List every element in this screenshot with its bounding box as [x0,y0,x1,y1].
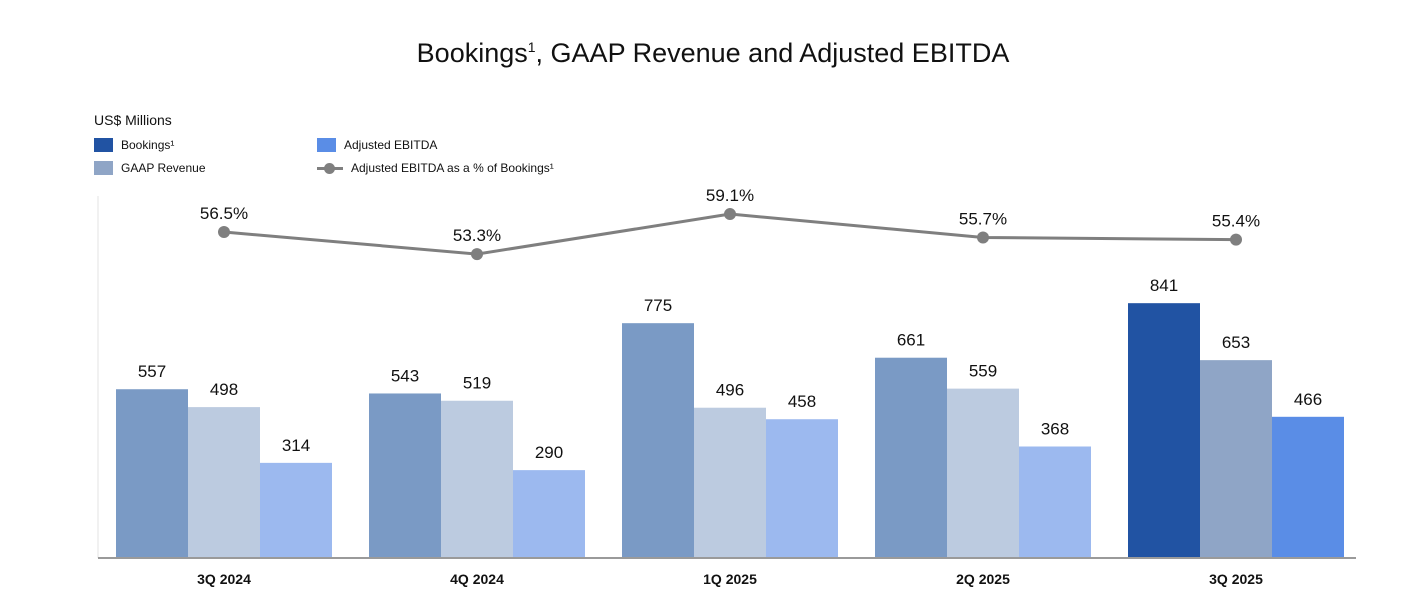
bar-value-label: 466 [1294,390,1322,409]
bar-value-label: 458 [788,392,816,411]
ebitda-margin-point [218,226,230,238]
bar-value-label: 498 [210,380,238,399]
legend-swatch-revenue [94,161,113,175]
legend-label: Bookings¹ [121,138,175,152]
bar-value-label: 290 [535,443,563,462]
legend-bookings: Bookings¹ [94,138,174,152]
bar-value-label: 557 [138,362,166,381]
legend-adjusted-ebitda: Adjusted EBITDA [317,138,437,152]
bar-value-label: 661 [897,331,925,350]
bar-bookings [1128,303,1200,558]
ebitda-margin-point [1230,233,1242,246]
bar-adjusted-ebitda [1272,416,1344,558]
legend-swatch-ebitda [317,138,336,152]
bar-gaap-revenue [188,407,260,558]
bar-value-label: 368 [1041,419,1069,438]
bar-gaap-revenue [441,400,513,558]
bar-gaap-revenue [694,407,766,558]
bar-adjusted-ebitda [766,419,838,558]
x-tick-label: 3Q 2025 [1209,571,1263,587]
bar-adjusted-ebitda [1019,446,1091,558]
legend-line-marker [317,161,343,175]
ebitda-margin-point [724,208,736,221]
bar-bookings [369,393,441,558]
bar-value-label: 543 [391,366,419,385]
ebitda-margin-point [471,248,483,261]
legend-ebitda-margin: Adjusted EBITDA as a % of Bookings¹ [317,161,554,175]
bar-value-label: 314 [282,436,310,455]
legend-label: Adjusted EBITDA as a % of Bookings¹ [351,161,554,175]
bar-adjusted-ebitda [260,462,332,558]
bar-bookings [622,323,694,558]
bar-gaap-revenue [947,388,1019,558]
x-tick-label: 3Q 2024 [197,571,251,587]
bar-value-label: 496 [716,381,744,400]
x-tick-label: 1Q 2025 [703,571,757,587]
bar-value-label: 841 [1150,276,1178,295]
ebitda-margin-point [977,231,989,244]
bar-bookings [875,357,947,558]
bar-value-label: 775 [644,296,672,315]
bar-value-label: 653 [1222,333,1250,352]
ebitda-margin-label: 55.4% [1212,212,1260,231]
bar-bookings [116,389,188,558]
units-label: US$ Millions [94,112,172,128]
bar-gaap-revenue [1200,360,1272,558]
legend-label: Adjusted EBITDA [344,138,438,152]
chart-title: Bookings1, GAAP Revenue and Adjusted EBI… [0,38,1426,69]
x-tick-label: 2Q 2025 [956,571,1010,587]
chart-title-text: Bookings1, GAAP Revenue and Adjusted EBI… [416,38,1010,68]
ebitda-margin-line [223,212,1237,256]
ebitda-margin-label: 55.7% [959,210,1007,229]
ebitda-margin-label: 59.1% [706,186,754,205]
legend-swatch-bookings [94,138,113,152]
bar-value-label: 559 [969,362,997,381]
bar-adjusted-ebitda [513,470,585,558]
legend-gaap-revenue: GAAP Revenue [94,161,206,175]
bar-value-label: 519 [463,374,491,393]
x-tick-label: 4Q 2024 [450,571,504,587]
ebitda-margin-label: 53.3% [453,226,501,245]
legend-label: GAAP Revenue [121,161,206,175]
ebitda-margin-label: 56.5% [200,204,248,223]
